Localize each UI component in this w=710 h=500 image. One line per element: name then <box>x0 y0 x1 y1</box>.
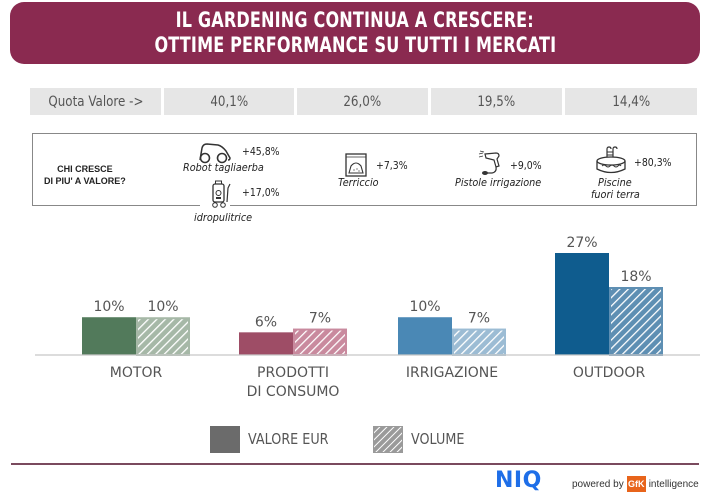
growth-label: Robot tagliaerba <box>183 161 264 174</box>
data-label-valore-0: 10% <box>93 299 124 315</box>
legend-label-valore: VALORE EUR <box>248 430 329 448</box>
quota-value: 14,4% <box>612 93 650 110</box>
legend-label-volume: VOLUME <box>410 430 465 448</box>
bar-volume-0 <box>136 317 190 357</box>
growth-value: +80,3% <box>634 156 672 169</box>
growth-label: fuori terra <box>591 188 640 201</box>
bar-valore-2 <box>398 317 452 355</box>
legend: VALORE EUR VOLUME <box>210 424 504 454</box>
quota-value-irrigazione: 19,5% <box>431 88 562 115</box>
bars-group <box>82 253 663 357</box>
growth-question-line-2: DI PIU' A VALORE? <box>44 176 126 186</box>
title-line-1: IL GARDENING CONTINUA A CRESCERE: <box>175 8 535 32</box>
title-banner: IL GARDENING CONTINUA A CRESCERE: OTTIME… <box>10 2 700 64</box>
quota-value: 40,1% <box>210 93 248 110</box>
growth-value: +7,3% <box>376 159 408 172</box>
quota-value-motor: 40,1% <box>164 88 294 115</box>
data-label-volume-1: 7% <box>309 311 331 327</box>
category-label-0: MOTOR <box>110 365 163 381</box>
quota-value: 19,5% <box>477 93 516 110</box>
quota-value-outdoor: 14,4% <box>565 88 697 115</box>
growth-label: Piscine <box>598 176 632 189</box>
category-labels-group: MOTOR PRODOTTI DI CONSUMO IRRIGAZIONE OUTDOO… <box>110 365 646 400</box>
growth-question-line-1: CHI CRESCE <box>57 164 113 174</box>
category-label-2: IRRIGAZIONE <box>406 365 498 381</box>
growth-label: Terriccio <box>338 176 379 189</box>
bar-volume-3 <box>609 287 663 356</box>
legend-swatch-valore <box>210 425 240 453</box>
bar-labels-group: 10% 10% 6% 7% 10% 7% 27% 18% <box>93 235 651 330</box>
pool-icon <box>596 146 626 174</box>
quota-label-cell: Quota Valore -> <box>30 88 161 115</box>
legend-swatch-volume <box>372 425 403 453</box>
bar-valore-3 <box>555 253 609 355</box>
soil-bag-icon <box>345 153 367 177</box>
category-label-1: PRODOTTI <box>257 365 329 381</box>
robot-mower-icon <box>199 143 231 164</box>
footer-divider <box>11 463 699 465</box>
growth-value: +45,8% <box>242 145 280 158</box>
data-label-volume-3: 18% <box>620 269 651 285</box>
category-label-3: OUTDOOR <box>573 365 646 381</box>
data-label-valore-3: 27% <box>566 235 597 251</box>
growth-label: idropulitrice <box>194 211 253 224</box>
growth-label: Pistole irrigazione <box>455 176 542 189</box>
growth-value: +17,0% <box>242 186 280 199</box>
category-label-1: DI CONSUMO <box>247 384 340 400</box>
quota-value: 26,0% <box>343 93 382 110</box>
spray-gun-icon <box>478 150 500 175</box>
title-line-2: OTTIME PERFORMANCE SU TUTTI I MERCATI <box>154 33 556 57</box>
quota-label: Quota Valore -> <box>47 93 144 110</box>
data-label-valore-1: 6% <box>255 314 277 330</box>
data-label-volume-0: 10% <box>147 299 178 315</box>
bar-valore-1 <box>239 332 293 355</box>
intelligence-text: intelligence <box>648 478 699 490</box>
bar-chart: 10% 10% 6% 7% 10% 7% 27% 18% MOTOR PRODOTTI DI CO… <box>35 235 700 400</box>
growth-value: +9,0% <box>510 159 542 172</box>
powered-by-text: powered by <box>572 478 624 490</box>
pressure-washer-icon <box>212 180 231 208</box>
quota-value-prodotti: 26,0% <box>297 88 428 115</box>
data-label-volume-2: 7% <box>468 311 490 327</box>
gfk-logo: GfK <box>626 476 646 492</box>
data-label-valore-2: 10% <box>409 299 440 315</box>
bar-volume-2 <box>452 328 506 356</box>
bar-valore-0 <box>82 317 136 355</box>
growth-question: CHI CRESCE DI PIU' A VALORE? <box>44 163 126 187</box>
niq-logo: NIQ <box>495 468 542 493</box>
bar-volume-1 <box>293 328 347 356</box>
powered-by: powered by GfK intelligence <box>572 476 699 492</box>
